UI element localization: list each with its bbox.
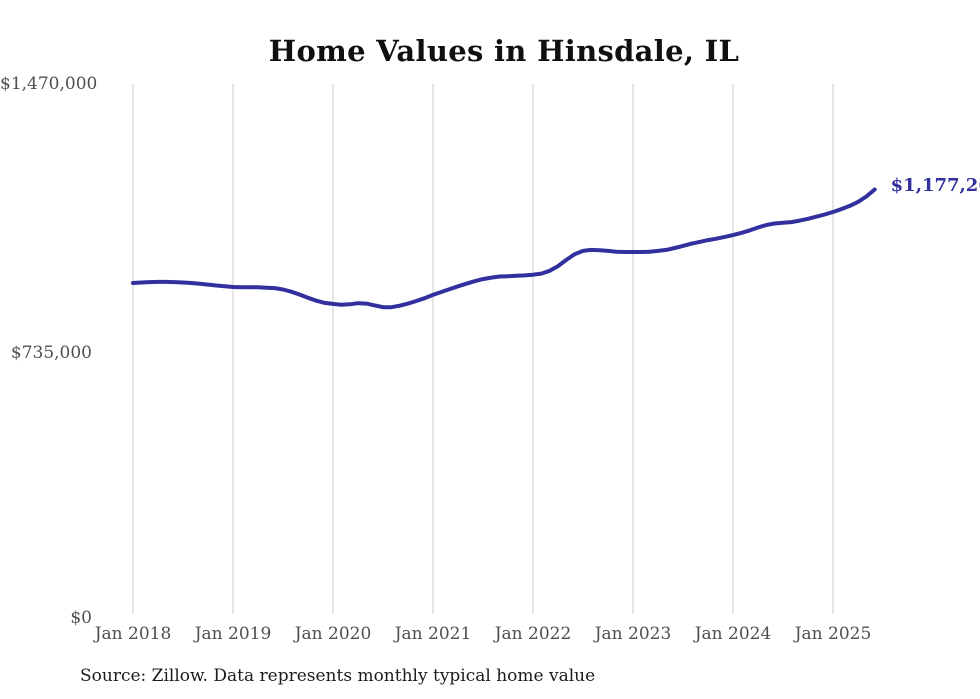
y-axis-label-max: $1,470,000 [0, 74, 98, 94]
x-axis-tick-label: Jan 2019 [194, 624, 272, 644]
source-note: Source: Zillow. Data represents monthly … [80, 666, 596, 686]
x-axis-tick-label: Jan 2018 [94, 624, 172, 644]
x-axis-tick-label: Jan 2024 [694, 624, 772, 644]
x-axis-tick-label: Jan 2025 [794, 624, 872, 644]
x-axis-tick-label: Jan 2020 [294, 624, 372, 644]
y-axis-label-mid: $735,000 [10, 343, 92, 363]
y-axis-label-zero: $0 [70, 608, 92, 628]
x-axis-tick-label: Jan 2022 [494, 624, 572, 644]
chart-title: Home Values in Hinsdale, IL [268, 34, 740, 68]
latest-value-label: $1,177,268 [890, 174, 980, 196]
x-axis-tick-label: Jan 2021 [394, 624, 472, 644]
x-axis-tick-label: Jan 2023 [594, 624, 672, 644]
home-value-line [131, 187, 877, 310]
